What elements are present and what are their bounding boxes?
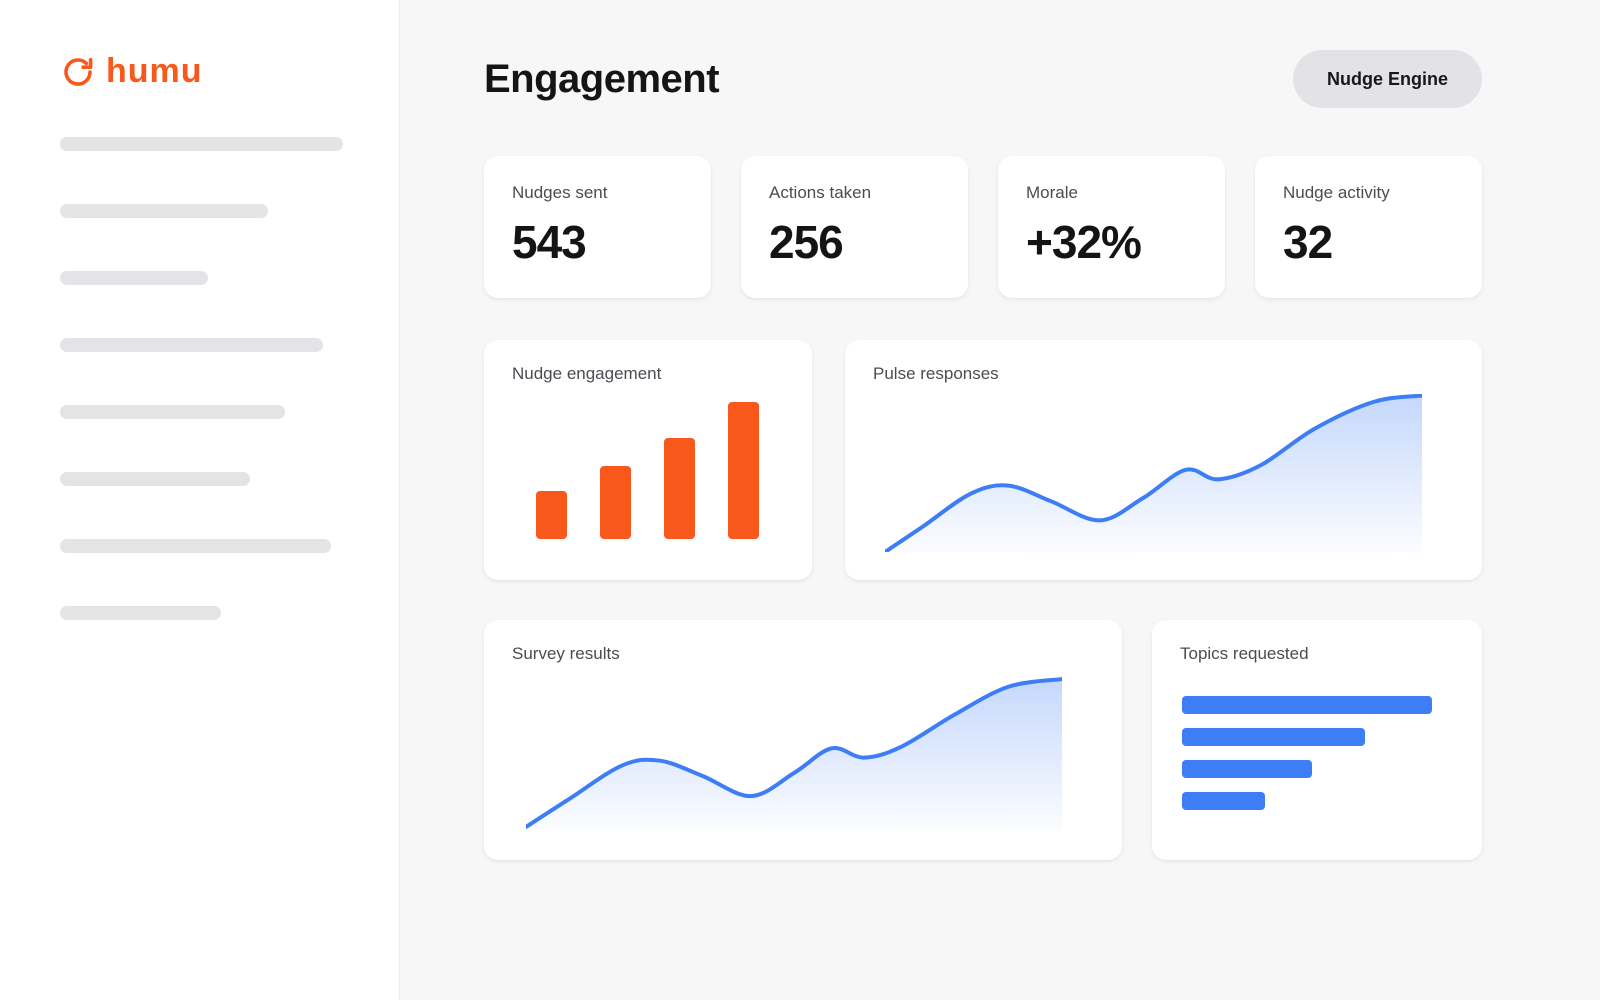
stat-label: Actions taken xyxy=(769,183,872,202)
page-header: Engagement Nudge Engine xyxy=(484,50,1482,108)
bar xyxy=(536,491,567,539)
stat-card-nudges-sent: Nudges sent 543 xyxy=(484,156,711,298)
chart-title: Survey results xyxy=(512,644,620,663)
area-fill xyxy=(526,679,1062,830)
bar xyxy=(600,466,631,539)
stats-row: Nudges sent 543 Actions taken 256 Morale… xyxy=(484,156,1482,298)
stat-label: Morale xyxy=(1026,183,1078,202)
chart-title: Pulse responses xyxy=(873,364,999,383)
bar xyxy=(1182,760,1312,778)
stat-card-actions-taken: Actions taken 256 xyxy=(741,156,968,298)
trend-line xyxy=(885,396,1422,552)
trend-line xyxy=(526,679,1062,827)
sidebar-nav-item-placeholder[interactable] xyxy=(60,405,285,419)
sidebar-nav-item-placeholder[interactable] xyxy=(60,606,221,620)
bar xyxy=(1182,696,1432,714)
bar xyxy=(664,438,695,539)
sidebar-nav-list xyxy=(60,137,399,620)
sidebar-nav-item-placeholder[interactable] xyxy=(60,204,268,218)
bar xyxy=(1182,728,1365,746)
chart-title: Topics requested xyxy=(1180,644,1309,663)
stat-value: 256 xyxy=(769,216,844,268)
survey-results-card: Survey results xyxy=(484,620,1122,860)
nudge-engine-button[interactable]: Nudge Engine xyxy=(1293,50,1482,108)
stat-value: +32% xyxy=(1026,216,1142,268)
sidebar-nav-item-placeholder[interactable] xyxy=(60,338,323,352)
main-content: Engagement Nudge Engine Nudges sent 543 … xyxy=(400,0,1600,1000)
charts-row-2: Survey results Topics requested xyxy=(484,620,1482,860)
bar xyxy=(1182,792,1265,810)
chart-title: Nudge engagement xyxy=(512,364,662,383)
humu-logo-icon xyxy=(64,57,93,86)
survey-results-line-chart xyxy=(526,676,1062,830)
sidebar: humu xyxy=(0,0,400,1000)
pulse-responses-line-chart xyxy=(885,394,1422,552)
sidebar-nav-item-placeholder[interactable] xyxy=(60,137,343,151)
charts-row-1: Nudge engagement Pulse responses xyxy=(484,340,1482,580)
sidebar-nav-item-placeholder[interactable] xyxy=(60,539,331,553)
sidebar-nav-item-placeholder[interactable] xyxy=(60,472,250,486)
nudge-engagement-card: Nudge engagement xyxy=(484,340,812,580)
topics-requested-card: Topics requested xyxy=(1152,620,1482,860)
topics-requested-bar-chart xyxy=(1182,696,1432,824)
stat-card-nudge-activity: Nudge activity 32 xyxy=(1255,156,1482,298)
pulse-responses-card: Pulse responses xyxy=(845,340,1482,580)
stat-card-morale: Morale +32% xyxy=(998,156,1225,298)
stat-label: Nudges sent xyxy=(512,183,608,202)
bar xyxy=(728,401,759,539)
stat-value: 32 xyxy=(1283,216,1333,268)
humu-logo-text: humu xyxy=(106,52,203,90)
nudge-engagement-bar-chart xyxy=(536,399,759,539)
sidebar-nav-item-placeholder[interactable] xyxy=(60,271,208,285)
page-title: Engagement xyxy=(484,56,720,101)
stat-label: Nudge activity xyxy=(1283,183,1390,202)
humu-logo[interactable]: humu xyxy=(60,52,399,91)
stat-value: 543 xyxy=(512,216,587,268)
area-fill xyxy=(885,395,1422,552)
